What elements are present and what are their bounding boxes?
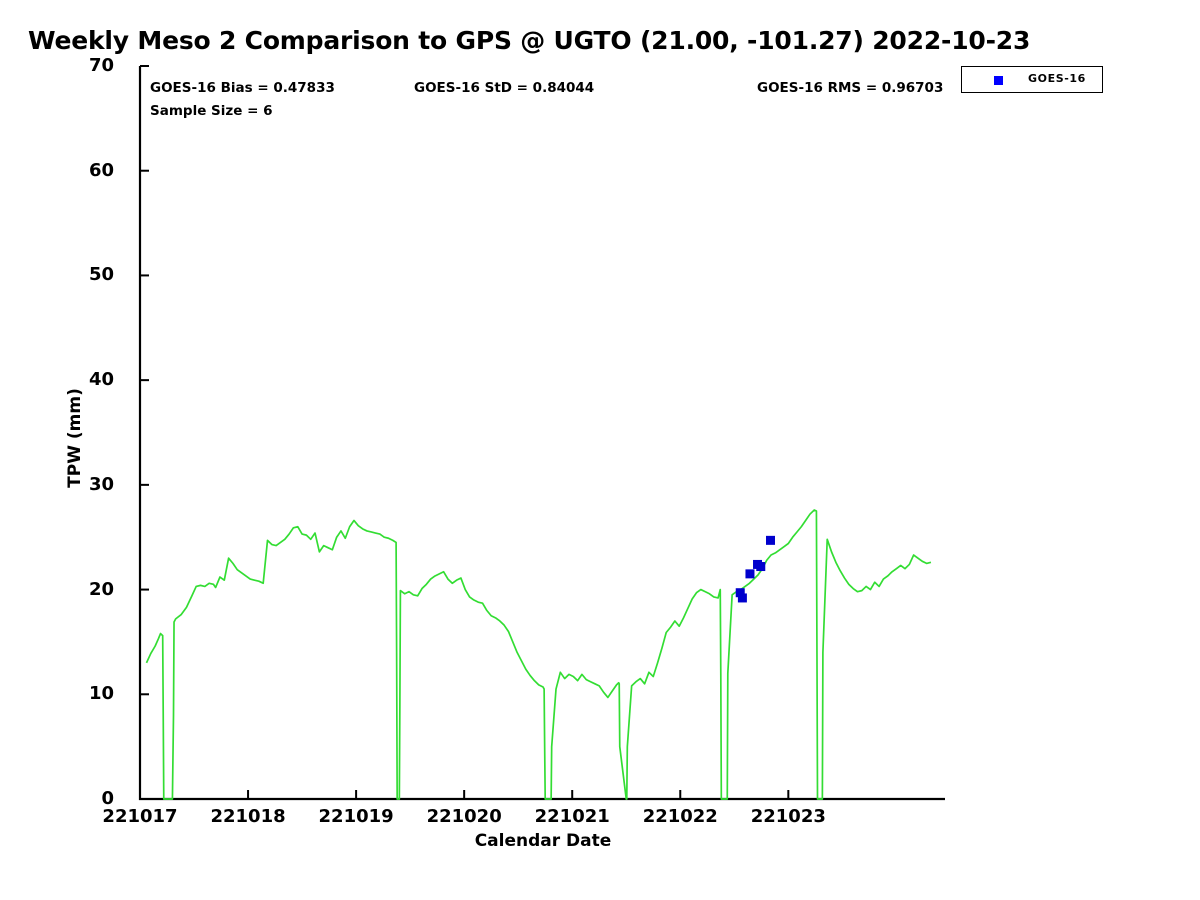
x-tick-label: 221017 [102, 806, 178, 827]
axis-lines [138, 66, 945, 801]
stat-bias: GOES-16 Bias = 0.47833 [150, 80, 335, 96]
data-series-group [145, 509, 932, 800]
goes16-data-point [756, 562, 766, 572]
goes16-data-point [765, 535, 775, 545]
legend-label-goes16: GOES-16 [1028, 72, 1086, 85]
stat-sample-size: Sample Size = 6 [150, 103, 273, 119]
y-tick-label: 10 [88, 683, 114, 705]
y-tick-label: 30 [88, 473, 114, 495]
legend[interactable]: GOES-16 [961, 66, 1103, 93]
y-tick-label: 60 [88, 159, 114, 181]
x-tick-label: 221023 [750, 806, 826, 827]
legend-swatch-goes16 [994, 76, 1003, 85]
y-tick-label: 40 [88, 369, 114, 391]
x-tick-marks [139, 790, 790, 799]
goes16-data-point [745, 569, 755, 579]
gps-line-series [145, 509, 932, 800]
goes16-data-point [737, 593, 747, 603]
y-tick-label: 0 [101, 788, 114, 809]
x-tick-label: 221018 [210, 806, 286, 827]
x-axis-title: Calendar Date [474, 831, 612, 851]
y-tick-label: 50 [88, 264, 114, 286]
x-tick-label: 221022 [642, 806, 718, 827]
page-title: Weekly Meso 2 Comparison to GPS @ UGTO (… [28, 26, 1031, 55]
stat-std: GOES-16 StD = 0.84044 [414, 80, 595, 96]
y-tick-label: 20 [88, 578, 114, 600]
goes16-data-point [735, 588, 745, 598]
stat-rms: GOES-16 RMS = 0.96703 [757, 80, 944, 96]
y-tick-label: 70 [88, 55, 114, 76]
x-tick-label: 221019 [318, 806, 394, 827]
y-tick-marks [140, 65, 149, 800]
x-tick-label: 221020 [426, 806, 502, 827]
x-tick-label: 221021 [534, 806, 610, 827]
